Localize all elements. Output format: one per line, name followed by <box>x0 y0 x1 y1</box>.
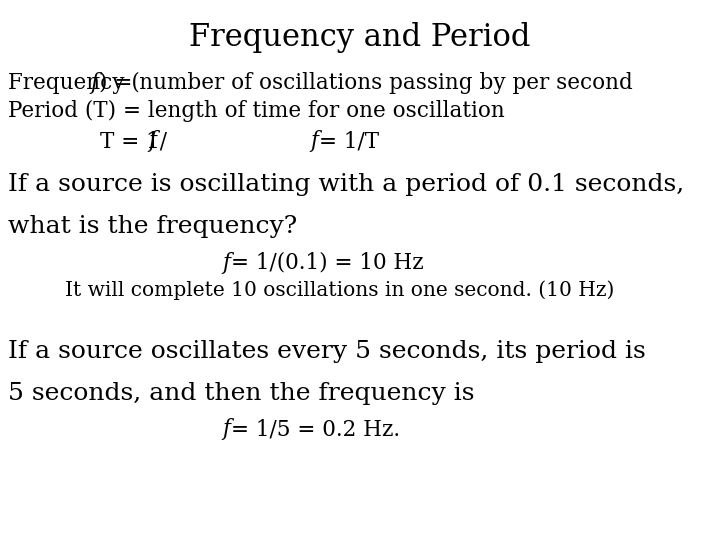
Text: Frequency and Period: Frequency and Period <box>189 22 531 53</box>
Text: = 1/(0.1) = 10 Hz: = 1/(0.1) = 10 Hz <box>231 252 423 274</box>
Text: T = 1/: T = 1/ <box>100 130 167 152</box>
Text: f: f <box>310 130 318 152</box>
Text: what is the frequency?: what is the frequency? <box>8 215 297 238</box>
Text: = 1/T: = 1/T <box>319 130 379 152</box>
Text: If a source oscillates every 5 seconds, its period is: If a source oscillates every 5 seconds, … <box>8 340 646 363</box>
Text: 5 seconds, and then the frequency is: 5 seconds, and then the frequency is <box>8 382 474 405</box>
Text: Frequency (: Frequency ( <box>8 72 140 94</box>
Text: It will complete 10 oscillations in one second. (10 Hz): It will complete 10 oscillations in one … <box>65 280 614 300</box>
Text: f: f <box>222 418 230 440</box>
Text: f: f <box>222 252 230 274</box>
Text: = 1/5 = 0.2 Hz.: = 1/5 = 0.2 Hz. <box>231 418 400 440</box>
Text: If a source is oscillating with a period of 0.1 seconds,: If a source is oscillating with a period… <box>8 173 684 196</box>
Text: Period (T) = length of time for one oscillation: Period (T) = length of time for one osci… <box>8 100 505 122</box>
Text: ) = number of oscillations passing by per second: ) = number of oscillations passing by pe… <box>99 72 633 94</box>
Text: f: f <box>90 72 98 94</box>
Text: f: f <box>148 130 156 152</box>
